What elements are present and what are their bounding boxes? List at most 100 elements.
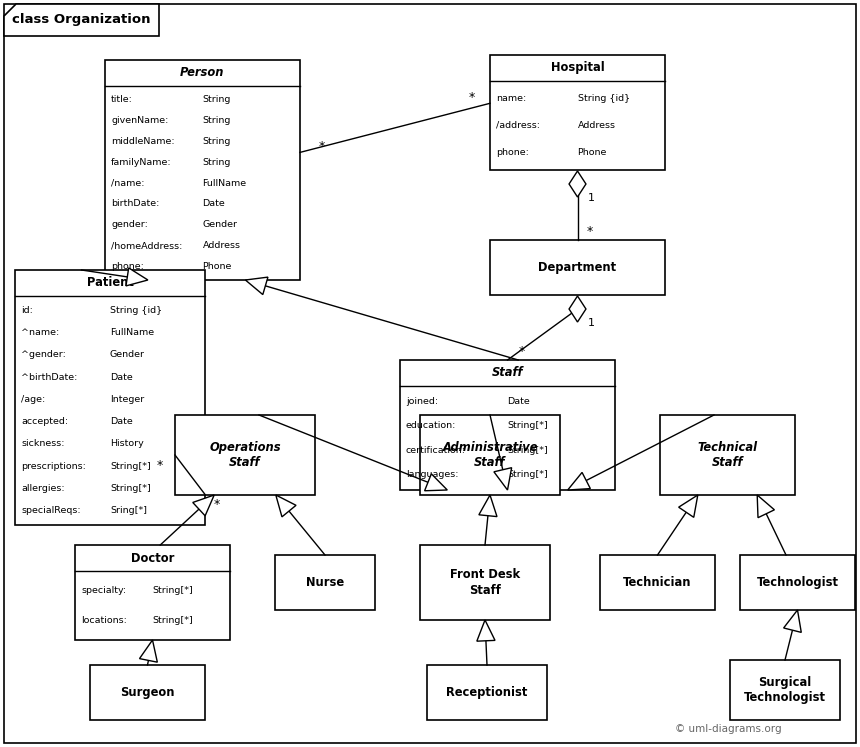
Text: String {id}: String {id} xyxy=(578,94,630,103)
Text: locations:: locations: xyxy=(81,616,127,625)
Bar xyxy=(427,665,547,720)
Text: Front Desk
Staff: Front Desk Staff xyxy=(450,568,520,597)
Polygon shape xyxy=(276,495,296,517)
Text: phone:: phone: xyxy=(496,148,529,157)
Text: Surgeon: Surgeon xyxy=(120,686,175,699)
Text: languages:: languages: xyxy=(406,470,458,479)
Text: FullName: FullName xyxy=(110,328,154,337)
Text: certification:: certification: xyxy=(406,446,466,455)
Text: Phone: Phone xyxy=(578,148,607,157)
Text: String {id}: String {id} xyxy=(110,306,163,315)
Text: specialReqs:: specialReqs: xyxy=(21,506,81,515)
Bar xyxy=(15,270,205,525)
Polygon shape xyxy=(139,640,157,662)
Text: String[*]: String[*] xyxy=(152,586,194,595)
Bar xyxy=(660,415,795,495)
Text: title:: title: xyxy=(111,95,133,104)
Text: education:: education: xyxy=(406,421,457,430)
Text: © uml-diagrams.org: © uml-diagrams.org xyxy=(675,724,782,734)
Text: prescriptions:: prescriptions: xyxy=(21,462,86,471)
Polygon shape xyxy=(245,277,268,294)
Text: *: * xyxy=(519,346,525,359)
Text: History: History xyxy=(110,439,144,448)
Text: ^gender:: ^gender: xyxy=(21,350,66,359)
Text: middleName:: middleName: xyxy=(111,137,175,146)
Text: /homeAddress:: /homeAddress: xyxy=(111,241,182,250)
Text: joined:: joined: xyxy=(406,397,438,406)
Text: Date: Date xyxy=(202,199,225,208)
Polygon shape xyxy=(568,472,590,490)
Bar xyxy=(400,360,615,490)
Text: Address: Address xyxy=(202,241,241,250)
Text: Department: Department xyxy=(538,261,617,274)
Text: Technical
Staff: Technical Staff xyxy=(697,441,758,469)
Text: phone:: phone: xyxy=(111,262,144,271)
Text: *: * xyxy=(319,140,325,153)
Text: specialty:: specialty: xyxy=(81,586,126,595)
Text: Patient: Patient xyxy=(87,276,133,290)
Text: Nurse: Nurse xyxy=(306,576,344,589)
Polygon shape xyxy=(193,495,214,516)
Polygon shape xyxy=(479,495,497,517)
Text: familyName:: familyName: xyxy=(111,158,172,167)
Text: Operations
Staff: Operations Staff xyxy=(209,441,281,469)
Text: name:: name: xyxy=(496,94,526,103)
Polygon shape xyxy=(425,474,447,491)
Text: /age:: /age: xyxy=(21,395,46,404)
Text: Gender: Gender xyxy=(110,350,145,359)
Text: 1: 1 xyxy=(588,193,595,203)
Text: String[*]: String[*] xyxy=(507,446,549,455)
Polygon shape xyxy=(569,171,586,197)
Text: String: String xyxy=(202,95,230,104)
Bar xyxy=(490,55,665,170)
Bar xyxy=(90,665,205,720)
Text: Date: Date xyxy=(110,373,132,382)
Text: Administrative
Staff: Administrative Staff xyxy=(442,441,538,469)
Text: String[*]: String[*] xyxy=(507,470,549,479)
Text: Staff: Staff xyxy=(492,367,523,379)
Text: id:: id: xyxy=(21,306,33,315)
Text: gender:: gender: xyxy=(111,220,148,229)
Text: String[*]: String[*] xyxy=(110,484,150,493)
Bar xyxy=(730,660,840,720)
Text: FullName: FullName xyxy=(202,179,247,187)
Bar xyxy=(740,555,855,610)
Text: String[*]: String[*] xyxy=(110,462,150,471)
Bar xyxy=(420,415,560,495)
Text: Hospital: Hospital xyxy=(550,61,605,75)
Text: Doctor: Doctor xyxy=(131,551,175,565)
Text: String[*]: String[*] xyxy=(507,421,549,430)
Text: Technician: Technician xyxy=(624,576,691,589)
Text: Person: Person xyxy=(181,66,224,79)
Bar xyxy=(275,555,375,610)
Text: *: * xyxy=(587,226,593,238)
Text: *: * xyxy=(469,91,475,104)
Bar xyxy=(420,545,550,620)
Text: class Organization: class Organization xyxy=(12,13,150,26)
Bar xyxy=(175,415,315,495)
Text: String: String xyxy=(202,158,230,167)
Text: Sring[*]: Sring[*] xyxy=(110,506,147,515)
Text: Technologist: Technologist xyxy=(757,576,838,589)
Text: String[*]: String[*] xyxy=(152,616,194,625)
Text: Phone: Phone xyxy=(202,262,232,271)
Polygon shape xyxy=(476,620,495,641)
Text: *: * xyxy=(157,459,163,471)
Text: Date: Date xyxy=(507,397,531,406)
Text: Date: Date xyxy=(110,417,132,426)
Text: allergies:: allergies: xyxy=(21,484,64,493)
Polygon shape xyxy=(679,495,697,518)
Polygon shape xyxy=(569,296,586,322)
Polygon shape xyxy=(783,610,802,633)
Bar xyxy=(105,60,300,280)
Text: givenName:: givenName: xyxy=(111,116,169,125)
Bar xyxy=(490,240,665,295)
Text: Gender: Gender xyxy=(202,220,237,229)
Text: Integer: Integer xyxy=(110,395,144,404)
Text: ^birthDate:: ^birthDate: xyxy=(21,373,77,382)
Polygon shape xyxy=(4,4,159,36)
Text: 1: 1 xyxy=(588,318,595,328)
Text: /address:: /address: xyxy=(496,121,540,130)
Text: accepted:: accepted: xyxy=(21,417,68,426)
Text: sickness:: sickness: xyxy=(21,439,64,448)
